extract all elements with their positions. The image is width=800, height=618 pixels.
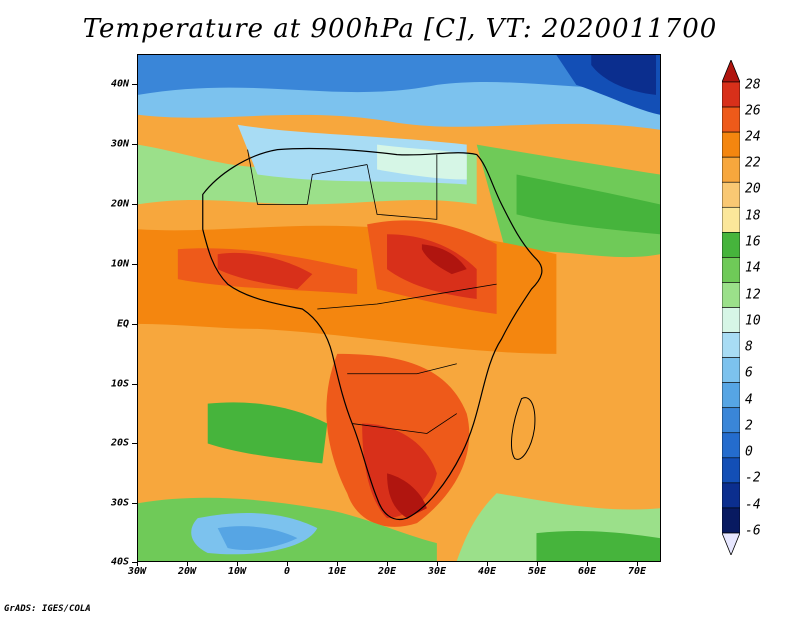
lon-tick (137, 562, 138, 566)
lat-label: EQ (116, 318, 129, 330)
colorbar-label: 28 (745, 77, 761, 93)
lon-tick (637, 562, 638, 566)
colorbar-segment (722, 81, 740, 108)
lon-tick (437, 562, 438, 566)
colorbar-segment (722, 457, 740, 484)
colorbar-label: 20 (745, 181, 761, 197)
colorbar-label: 0 (745, 444, 753, 460)
colorbar-segment (722, 307, 740, 333)
colorbar-segment (722, 206, 740, 233)
colorbar-label: -2 (745, 470, 761, 486)
lon-label: 40E (477, 566, 497, 577)
colorbar-segment (722, 257, 740, 283)
colorbar-bottom-arrow (722, 532, 740, 555)
colorbar-label: 26 (745, 103, 761, 119)
lon-label: 20W (177, 566, 197, 577)
lon-label: 10E (327, 566, 347, 577)
colorbar-label: 18 (745, 208, 761, 224)
colorbar-label: 14 (745, 260, 761, 276)
colorbar-segment (722, 332, 740, 358)
colorbar-label: 6 (745, 365, 753, 381)
lon-tick (487, 562, 488, 566)
colorbar-label: 16 (745, 234, 761, 250)
lon-label: 0 (283, 566, 291, 577)
colorbar-segment (722, 106, 740, 133)
lon-label: 30E (427, 566, 447, 577)
colorbar-label: 22 (745, 155, 761, 171)
lon-tick (387, 562, 388, 566)
colorbar-segment (722, 282, 740, 308)
colorbar-label: 4 (745, 392, 753, 408)
lon-tick (537, 562, 538, 566)
colorbar-label: 8 (745, 339, 753, 355)
grads-credit: GrADS: IGES/COLA (4, 604, 91, 614)
colorbar-label: -6 (745, 523, 761, 539)
temperature-map (137, 54, 661, 562)
lat-tick (132, 204, 137, 205)
colorbar-label: 10 (745, 313, 761, 329)
lat-label: 20S (110, 437, 129, 449)
lat-tick (132, 84, 137, 85)
colorbar-segment (722, 382, 740, 409)
lon-label: 50E (527, 566, 547, 577)
lat-label: 30N (110, 138, 129, 150)
lat-tick (132, 384, 137, 385)
colorbar-segment (722, 357, 740, 383)
temperature-field (138, 55, 660, 561)
lat-tick (132, 324, 137, 325)
colorbar-top-arrow (722, 60, 740, 83)
colorbar-label: 12 (745, 287, 761, 303)
lon-tick (587, 562, 588, 566)
map-title: Temperature at 900hPa [C], VT: 202001170… (82, 14, 718, 44)
lon-tick (187, 562, 188, 566)
colorbar-label: 24 (745, 129, 761, 145)
lon-label: 20E (377, 566, 397, 577)
lat-tick (132, 264, 137, 265)
lon-label: 70E (627, 566, 647, 577)
lat-label: 40N (110, 78, 129, 90)
colorbar-segment (722, 432, 740, 459)
lon-label: 30W (127, 566, 147, 577)
lat-tick (132, 144, 137, 145)
colorbar-segment (722, 407, 740, 434)
colorbar-segment (722, 156, 740, 183)
lat-label: 30S (110, 497, 129, 509)
lon-tick (237, 562, 238, 566)
colorbar-segment (722, 232, 740, 258)
lon-label: 10W (227, 566, 247, 577)
lat-label: 10S (110, 378, 129, 390)
colorbar-label: 2 (745, 418, 753, 434)
colorbar-segment (722, 131, 740, 158)
lat-tick (132, 443, 137, 444)
lat-tick (132, 562, 137, 563)
colorbar-segment (722, 482, 740, 509)
lon-label: 60E (577, 566, 597, 577)
lat-label: 20N (110, 198, 129, 210)
colorbar-segment (722, 507, 740, 534)
lat-label: 10N (110, 258, 129, 270)
colorbar-label: -4 (745, 497, 761, 513)
colorbar-legend (722, 60, 740, 555)
lon-tick (337, 562, 338, 566)
lat-tick (132, 503, 137, 504)
lon-tick (287, 562, 288, 566)
colorbar-segment (722, 181, 740, 208)
lat-label: 40S (110, 556, 129, 568)
